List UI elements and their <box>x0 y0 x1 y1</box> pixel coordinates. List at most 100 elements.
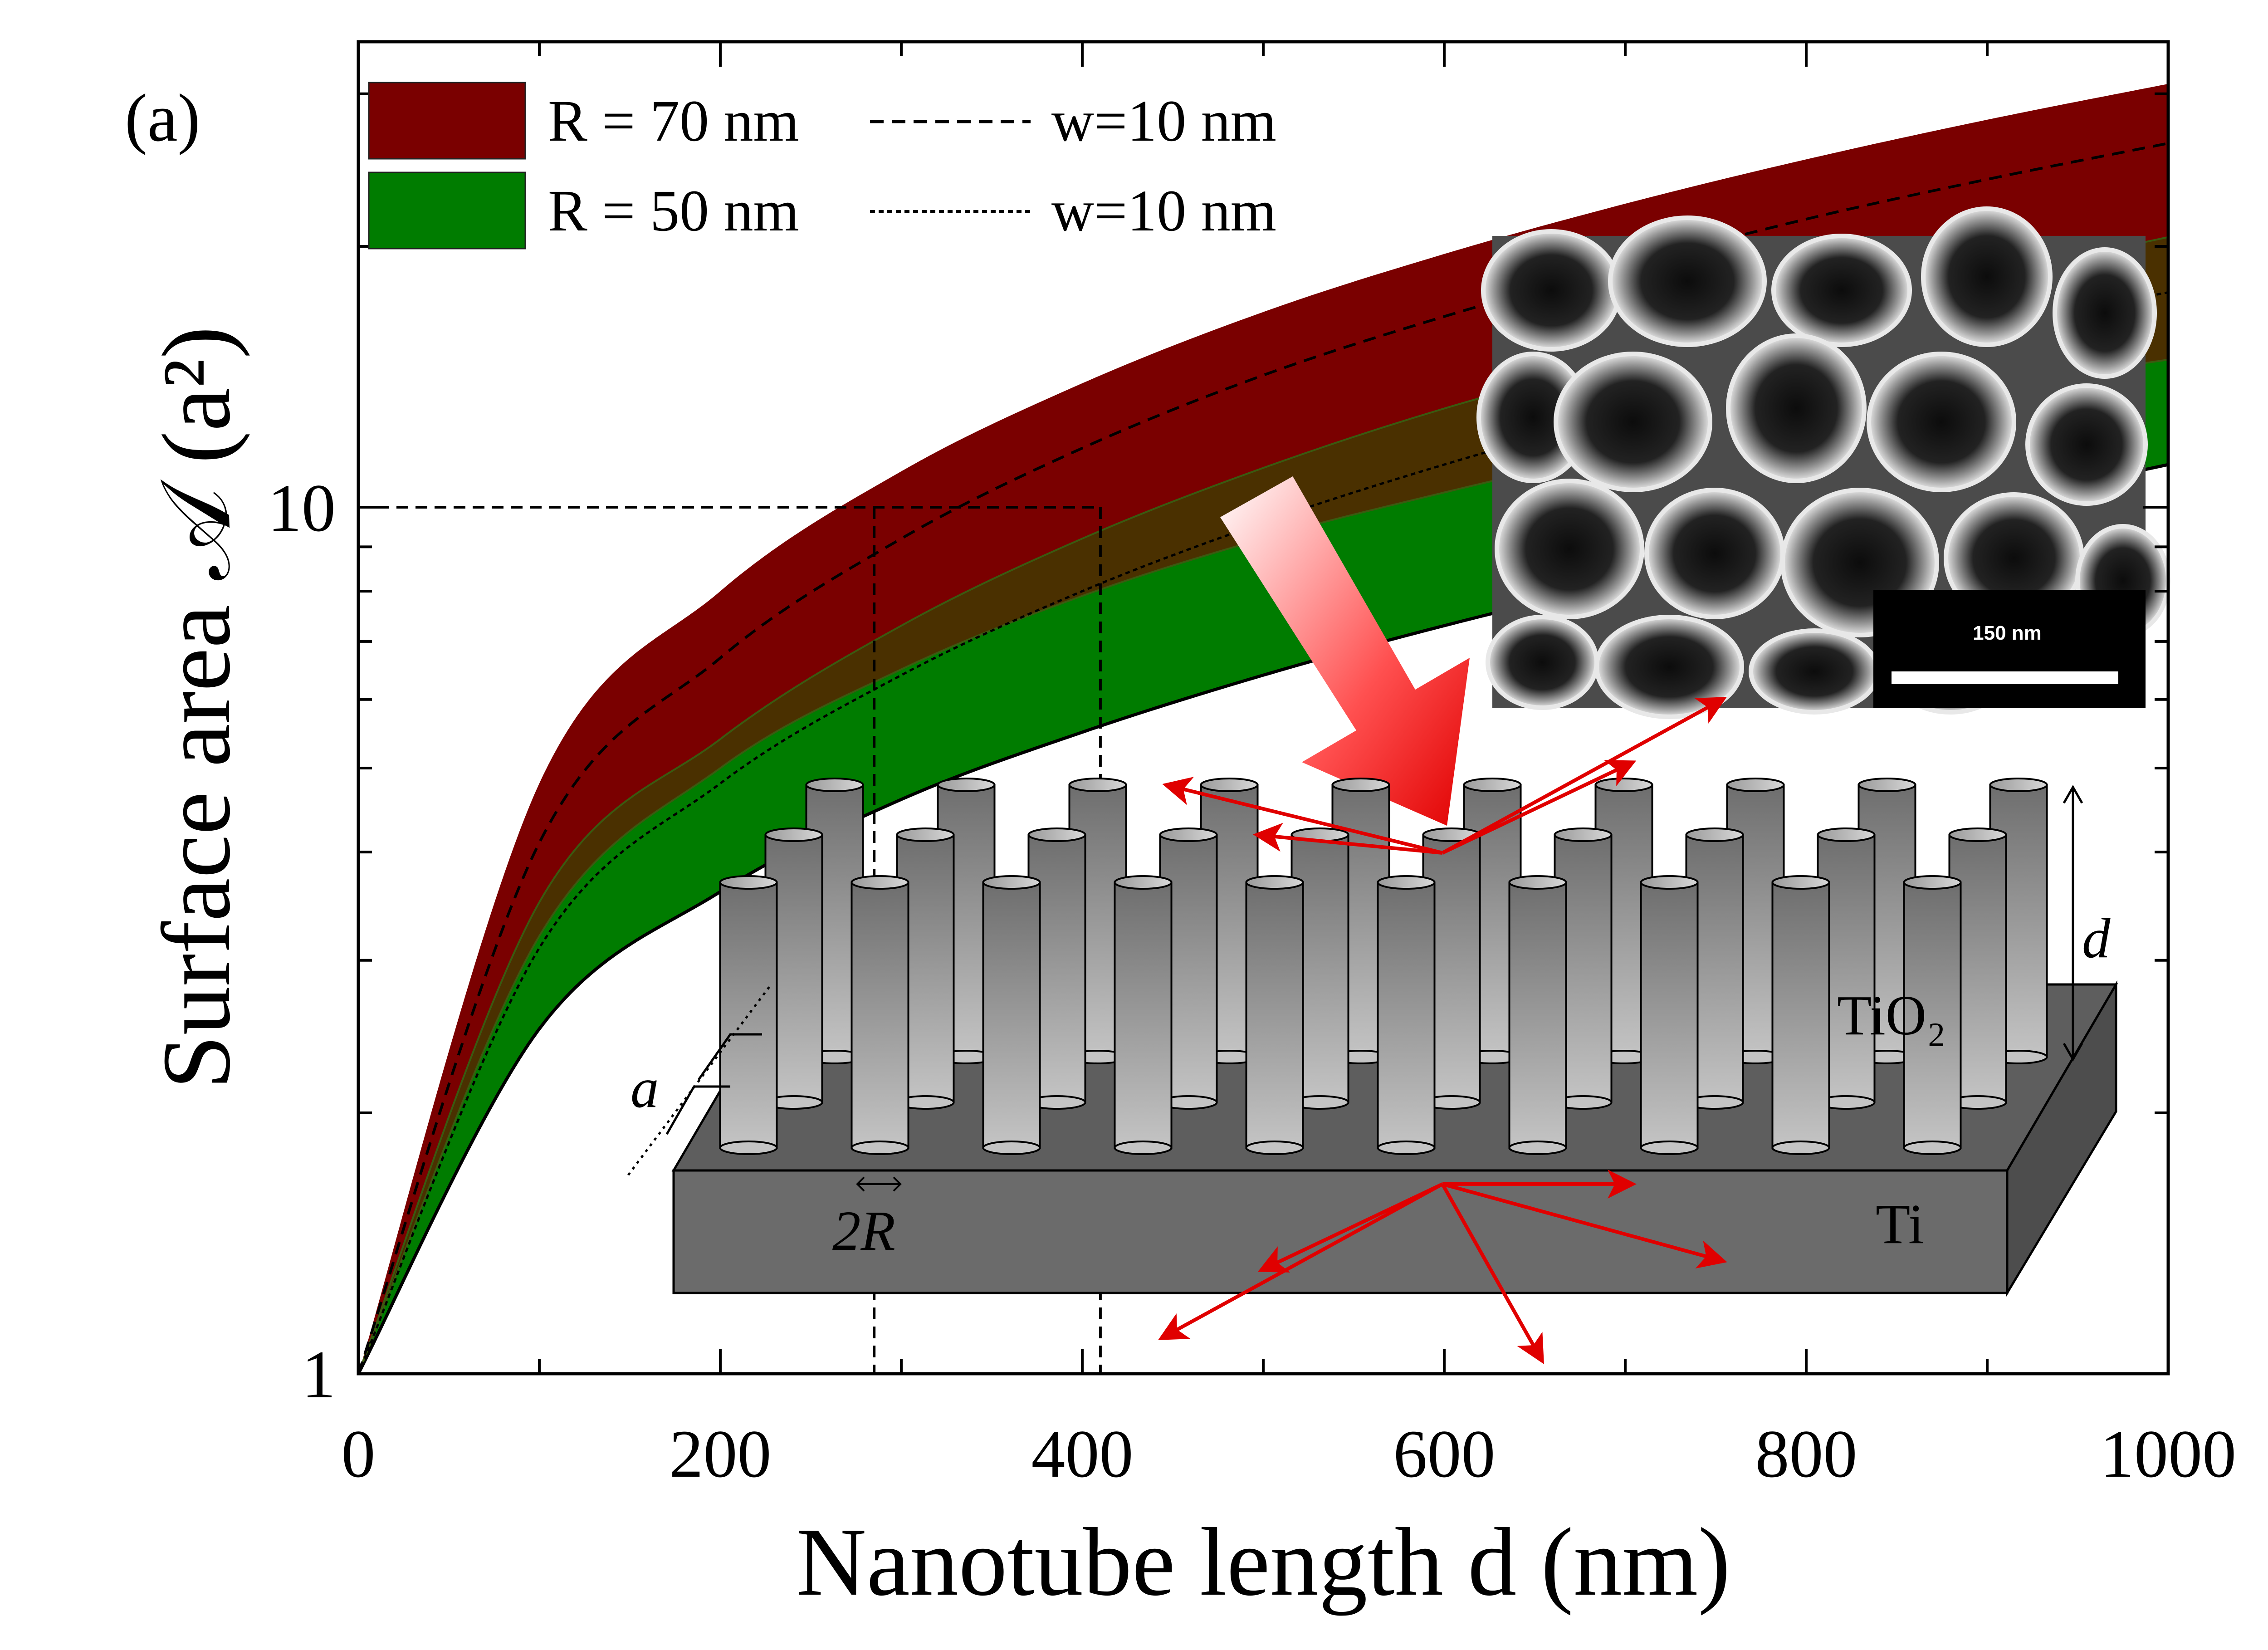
inset-diagram: 150 nm d a 2R TiO₂ Ti <box>627 206 2170 1364</box>
nanotube-body <box>1377 881 1436 1149</box>
y-axis-title: Surface area 𝒜 (a²) <box>142 326 250 1089</box>
x-tick-label: 400 <box>1031 1416 1134 1492</box>
nanotube <box>719 875 778 1155</box>
nanotube-top <box>1114 875 1173 890</box>
nanotube-base <box>1245 1141 1304 1155</box>
diameter-label: 2R <box>832 1200 895 1263</box>
nanotube <box>850 875 909 1155</box>
axis-ticks <box>357 42 2170 1375</box>
x-tick-label: 800 <box>1755 1416 1857 1492</box>
nanotube <box>1903 875 1962 1155</box>
ray-arrow <box>1442 1182 1727 1269</box>
nanotube-top <box>1027 827 1086 842</box>
sem-pore <box>1771 234 1912 347</box>
nanotube-top <box>1857 778 1916 792</box>
nanotube <box>1508 875 1567 1155</box>
x-tick-label: 600 <box>1393 1416 1496 1492</box>
spacing-guide <box>627 984 772 1176</box>
nanotube-top <box>1771 875 1830 890</box>
sem-pore <box>1554 352 1712 492</box>
nanotube <box>1114 875 1173 1155</box>
nanotube-top <box>1377 875 1436 890</box>
scale-bar-label: 150 nm <box>1973 622 2042 644</box>
sem-pore <box>1481 229 1622 352</box>
nanotube-body <box>1245 881 1304 1149</box>
nanotube-base <box>1903 1141 1962 1155</box>
x-tick-label: 0 <box>342 1416 376 1492</box>
nanotube-top <box>1948 827 2007 842</box>
nanotube-top <box>764 827 823 842</box>
sem-pore <box>1608 215 1767 347</box>
legend-line-label-dashed: w=10 nm <box>1051 88 1276 154</box>
nanotube <box>982 875 1041 1155</box>
nanotube-body <box>1640 881 1699 1149</box>
nanotube <box>1245 875 1304 1155</box>
nanotube-top <box>1331 778 1390 792</box>
nanotube-top <box>1068 778 1127 792</box>
nanotube-body <box>1114 881 1173 1149</box>
x-axis-title: Nanotube length d (nm) <box>796 1508 1730 1616</box>
nanotube-top <box>1989 778 2048 792</box>
diameter-arrow <box>856 1176 902 1192</box>
sem-pore <box>1644 488 1785 619</box>
spacing-marks <box>665 1033 762 1135</box>
nanotube-base <box>1114 1141 1173 1155</box>
oxide-layer-label: TiO₂ <box>1837 984 1946 1047</box>
ray-arrow <box>1158 1182 1443 1340</box>
nanotube-body <box>850 881 909 1149</box>
legend-swatch-r70 <box>368 82 526 160</box>
sem-pore <box>2025 383 2148 506</box>
legend-label-r50: R = 50 nm <box>548 178 799 244</box>
sem-pore <box>1594 615 1744 719</box>
scale-bar-box <box>1873 590 2146 708</box>
series-line-dashed <box>358 142 2168 1374</box>
sem-pore <box>1867 352 2016 492</box>
x-tick-labels: 0 200 400 600 800 1000 <box>342 1416 2237 1492</box>
nanotube-base <box>850 1141 909 1155</box>
nanotube-base <box>982 1141 1041 1155</box>
nanotube-top <box>850 875 909 890</box>
nanotube-top <box>1245 875 1304 890</box>
nanotube-base <box>1771 1141 1830 1155</box>
sem-pore <box>1495 479 1644 619</box>
scale-bar <box>1892 671 2118 684</box>
nanotube-top <box>1685 827 1744 842</box>
panel-label: (a) <box>125 80 200 156</box>
nanotube <box>1771 875 1830 1155</box>
nanotube-top <box>1726 778 1785 792</box>
sem-pore <box>1486 615 1599 710</box>
ray-arrow <box>1441 1183 1544 1364</box>
sem-pore <box>1749 628 1880 715</box>
legend-label-r70: R = 70 nm <box>548 88 799 154</box>
nanotube-body <box>1508 881 1567 1149</box>
nanotube-top <box>1463 778 1522 792</box>
nanotube-top <box>1200 778 1259 792</box>
spacing-label: a <box>631 1057 659 1120</box>
nanotube-body <box>1771 881 1830 1149</box>
nanotube-top <box>1508 875 1567 890</box>
nanotube-top <box>1640 875 1699 890</box>
nanotube-base <box>1508 1141 1567 1155</box>
nanotube-top <box>1817 827 1876 842</box>
ray-arrow <box>1442 760 1637 855</box>
sem-pore <box>1726 333 1867 483</box>
nanotube-base <box>1640 1141 1699 1155</box>
nanotube-top <box>982 875 1041 890</box>
nanotube-body <box>982 881 1041 1149</box>
x-tick-label: 200 <box>670 1416 772 1492</box>
nanotube <box>1640 875 1699 1155</box>
nanotube-top <box>805 778 864 792</box>
nanotube-top <box>719 875 778 890</box>
legend: R = 70 nm w=10 nm R = 50 nm w=10 nm <box>368 82 1276 250</box>
nanotube-top <box>1594 778 1653 792</box>
ray-arrow <box>1442 697 1727 855</box>
nanotube-top <box>1903 875 1962 890</box>
nanotube-top <box>1554 827 1613 842</box>
nanotube-top <box>896 827 955 842</box>
length-label: d <box>2082 907 2111 970</box>
substrate-layer-label: Ti <box>1876 1193 1924 1256</box>
nanotube-top <box>937 778 996 792</box>
legend-line-label-dotted: w=10 nm <box>1051 178 1276 244</box>
sem-pore <box>1921 206 2053 347</box>
ray-arrow <box>1162 777 1443 855</box>
